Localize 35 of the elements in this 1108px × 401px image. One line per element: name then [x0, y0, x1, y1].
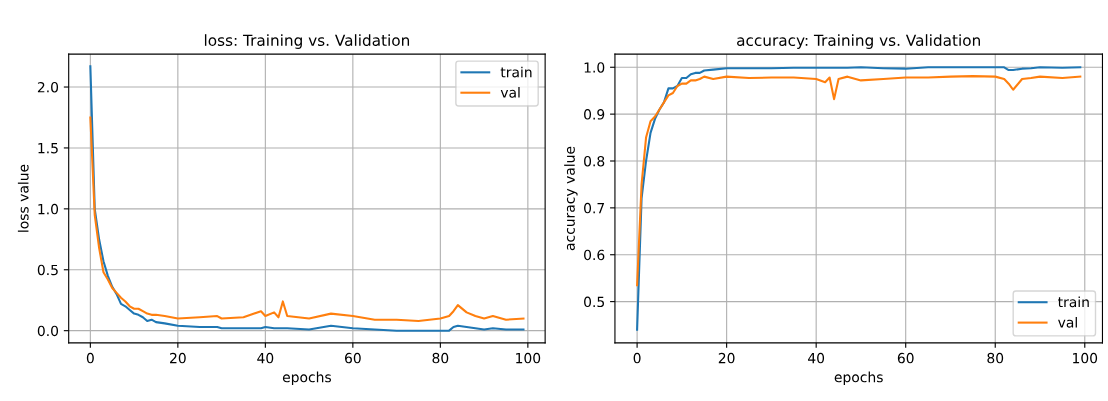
x-tick-label: 60: [344, 352, 361, 364]
legend-label: train: [1058, 296, 1089, 308]
y-tick-label: 1.0: [38, 203, 59, 215]
y-tick-label: 1.0: [584, 62, 605, 73]
legend-label: val: [1058, 316, 1077, 328]
x-axis-title: epochs: [834, 371, 883, 386]
y-axis-title: loss value: [17, 164, 29, 232]
y-tick-label: 1.5: [38, 143, 58, 154]
line-series: [89, 116, 525, 322]
x-tick-label: 60: [897, 352, 914, 364]
x-tick-label: 80: [987, 352, 1004, 364]
y-tick-label: 0.8: [584, 155, 605, 167]
x-tick-label: 100: [516, 352, 541, 364]
x-tick-label: 40: [808, 352, 825, 364]
y-tick-label: 0.5: [37, 264, 58, 276]
y-tick-label: 2.0: [37, 82, 59, 93]
chart-title: accuracy: Training vs. Validation: [737, 34, 980, 49]
y-tick-label: 0.6: [584, 249, 605, 261]
legend-label: val: [500, 87, 520, 98]
x-tick-label: 0: [86, 352, 94, 364]
legend-label: train: [500, 66, 532, 78]
x-tick-label: 80: [432, 352, 449, 364]
x-tick-label: 100: [1073, 352, 1098, 364]
y-tick-label: 0.7: [584, 202, 605, 214]
line-series: [636, 75, 1082, 287]
x-tick-label: 40: [257, 352, 274, 364]
y-tick-label: 0.5: [584, 296, 605, 308]
x-tick-label: 0: [633, 352, 641, 364]
x-tick-label: 20: [718, 352, 735, 364]
x-axis-title: epochs: [282, 371, 331, 386]
y-axis-title: accuracy value: [564, 146, 578, 251]
x-tick-label: 20: [170, 352, 186, 364]
y-tick-label: 0.9: [584, 109, 605, 120]
chart-title: loss: Training vs. Validation: [204, 34, 410, 49]
y-tick-label: 0.0: [37, 325, 59, 337]
